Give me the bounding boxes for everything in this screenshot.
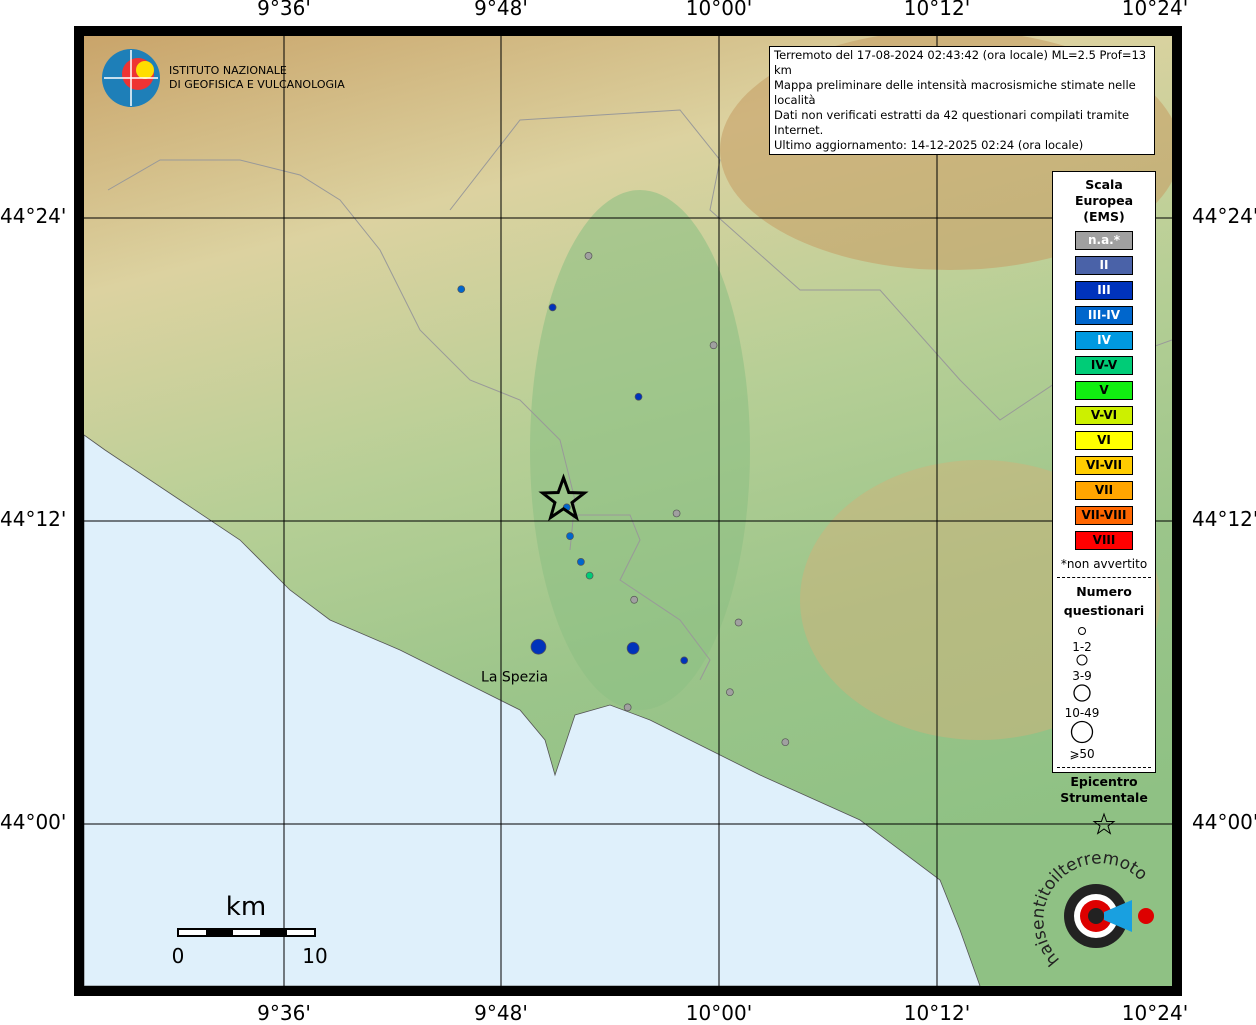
ingv-name-1: ISTITUTO NAZIONALE (169, 64, 287, 77)
legend-title: (EMS) (1083, 209, 1125, 224)
ingv-name-2: DI GEOFISICA E VULCANOLOGIA (169, 78, 345, 91)
scale-bar: km 0 10 (172, 892, 328, 968)
axis-tick-label: 9°36' (257, 0, 311, 20)
intensity-point[interactable] (566, 532, 574, 541)
axis-tick-label: 9°36' (257, 1001, 311, 1025)
count-label: 10-49 (1064, 706, 1100, 720)
place-label-la-spezia: La Spezia (481, 669, 548, 685)
legend-swatch: VIII (1075, 531, 1133, 550)
legend: Scala Europea (EMS) n.a.* II III III-IV IV IV… (1052, 171, 1156, 835)
legend-swatch: V-VI (1075, 406, 1133, 425)
legend-swatch: III-IV (1075, 306, 1133, 325)
axis-tick-label: 10°12' (903, 0, 971, 20)
intensity-point[interactable] (634, 392, 643, 401)
ingv-logo: ISTITUTO NAZIONALE DI GEOFISICA E VULCAN… (102, 49, 345, 107)
intensity-point[interactable] (726, 688, 734, 697)
axis-tick-label: 44°00' (1192, 810, 1256, 834)
intensity-point[interactable] (548, 303, 557, 312)
legend-swatch: VI (1075, 431, 1133, 450)
intensity-point[interactable] (457, 285, 466, 294)
legend-swatch: VII-VIII (1075, 506, 1133, 525)
axis-tick-label: 44°24' (1192, 204, 1256, 228)
count-label: ⩾50 (1069, 747, 1095, 761)
count-title: Numero (1076, 584, 1132, 599)
intensity-point[interactable] (626, 641, 640, 655)
axis-tick-label: 10°24' (1121, 1001, 1189, 1025)
sea (84, 434, 981, 986)
intensity-point[interactable] (530, 638, 547, 655)
scale-max: 10 (302, 944, 327, 968)
intensity-point[interactable] (781, 738, 790, 747)
intensity-point[interactable] (623, 703, 632, 712)
axis-tick-label: 44°24' (0, 204, 67, 228)
epicentre-title: Strumentale (1060, 790, 1148, 805)
count-title: questionari (1063, 603, 1145, 618)
info-line: Dati non verificati estratti da 42 quest… (774, 108, 1130, 137)
count-label: 1-2 (1072, 640, 1092, 654)
info-line: Ultimo aggiornamento: 14-12-2025 02:24 (… (774, 138, 1084, 152)
legend-note: *non avvertito (1060, 557, 1148, 571)
intensity-point[interactable] (584, 252, 593, 260)
info-line: Terremoto del 17-08-2024 02:43:42 (ora l… (774, 48, 1147, 77)
axis-tick-label: 9°48' (474, 1001, 528, 1025)
axis-tick-label: 9°48' (474, 0, 528, 20)
legend-swatch: IV-V (1075, 356, 1133, 375)
legend-swatch: II (1075, 256, 1133, 275)
intensity-point[interactable] (630, 595, 639, 604)
legend-swatch: III (1075, 281, 1133, 300)
legend-title: Europea (1074, 193, 1134, 208)
scale-min: 0 (172, 944, 185, 968)
epicentre-star-icon (538, 473, 589, 522)
admin-borders (107, 109, 1172, 681)
intensity-point[interactable] (577, 558, 585, 566)
info-line: Mappa preliminare delle intensità macros… (774, 78, 1136, 107)
legend-swatch: VII (1075, 481, 1133, 500)
legend-swatch: IV (1075, 331, 1133, 350)
intensity-point[interactable] (680, 656, 689, 665)
intensity-point[interactable] (585, 571, 594, 580)
axis-tick-label: 44°12' (0, 507, 67, 531)
legend-title: Scala (1085, 177, 1123, 192)
count-label: 3-9 (1072, 669, 1092, 683)
intensity-point[interactable] (709, 341, 718, 350)
legend-swatch: V (1075, 381, 1133, 400)
valley (530, 190, 750, 710)
star-icon (1092, 812, 1116, 835)
axis-tick-label: 10°00' (685, 0, 753, 20)
scale-unit: km (226, 892, 266, 922)
map[interactable]: La Spezia km 0 10 ISTITUTO NAZIONALE DI … (84, 36, 1172, 986)
legend-swatch: VI-VII (1075, 456, 1133, 475)
axis-tick-label: 10°12' (903, 1001, 971, 1025)
axis-tick-label: 10°24' (1121, 0, 1189, 20)
epicentre-title: Epicentro (1070, 774, 1138, 789)
legend-swatch: n.a.* (1075, 231, 1133, 250)
axis-tick-label: 44°00' (0, 810, 67, 834)
event-info-box: Terremoto del 17-08-2024 02:43:42 (ora l… (769, 46, 1155, 155)
intensity-point[interactable] (672, 509, 681, 518)
axis-tick-label: 10°00' (685, 1001, 753, 1025)
axis-tick-label: 44°12' (1192, 507, 1256, 531)
graticule (84, 36, 1172, 986)
intensity-point[interactable] (734, 618, 743, 627)
